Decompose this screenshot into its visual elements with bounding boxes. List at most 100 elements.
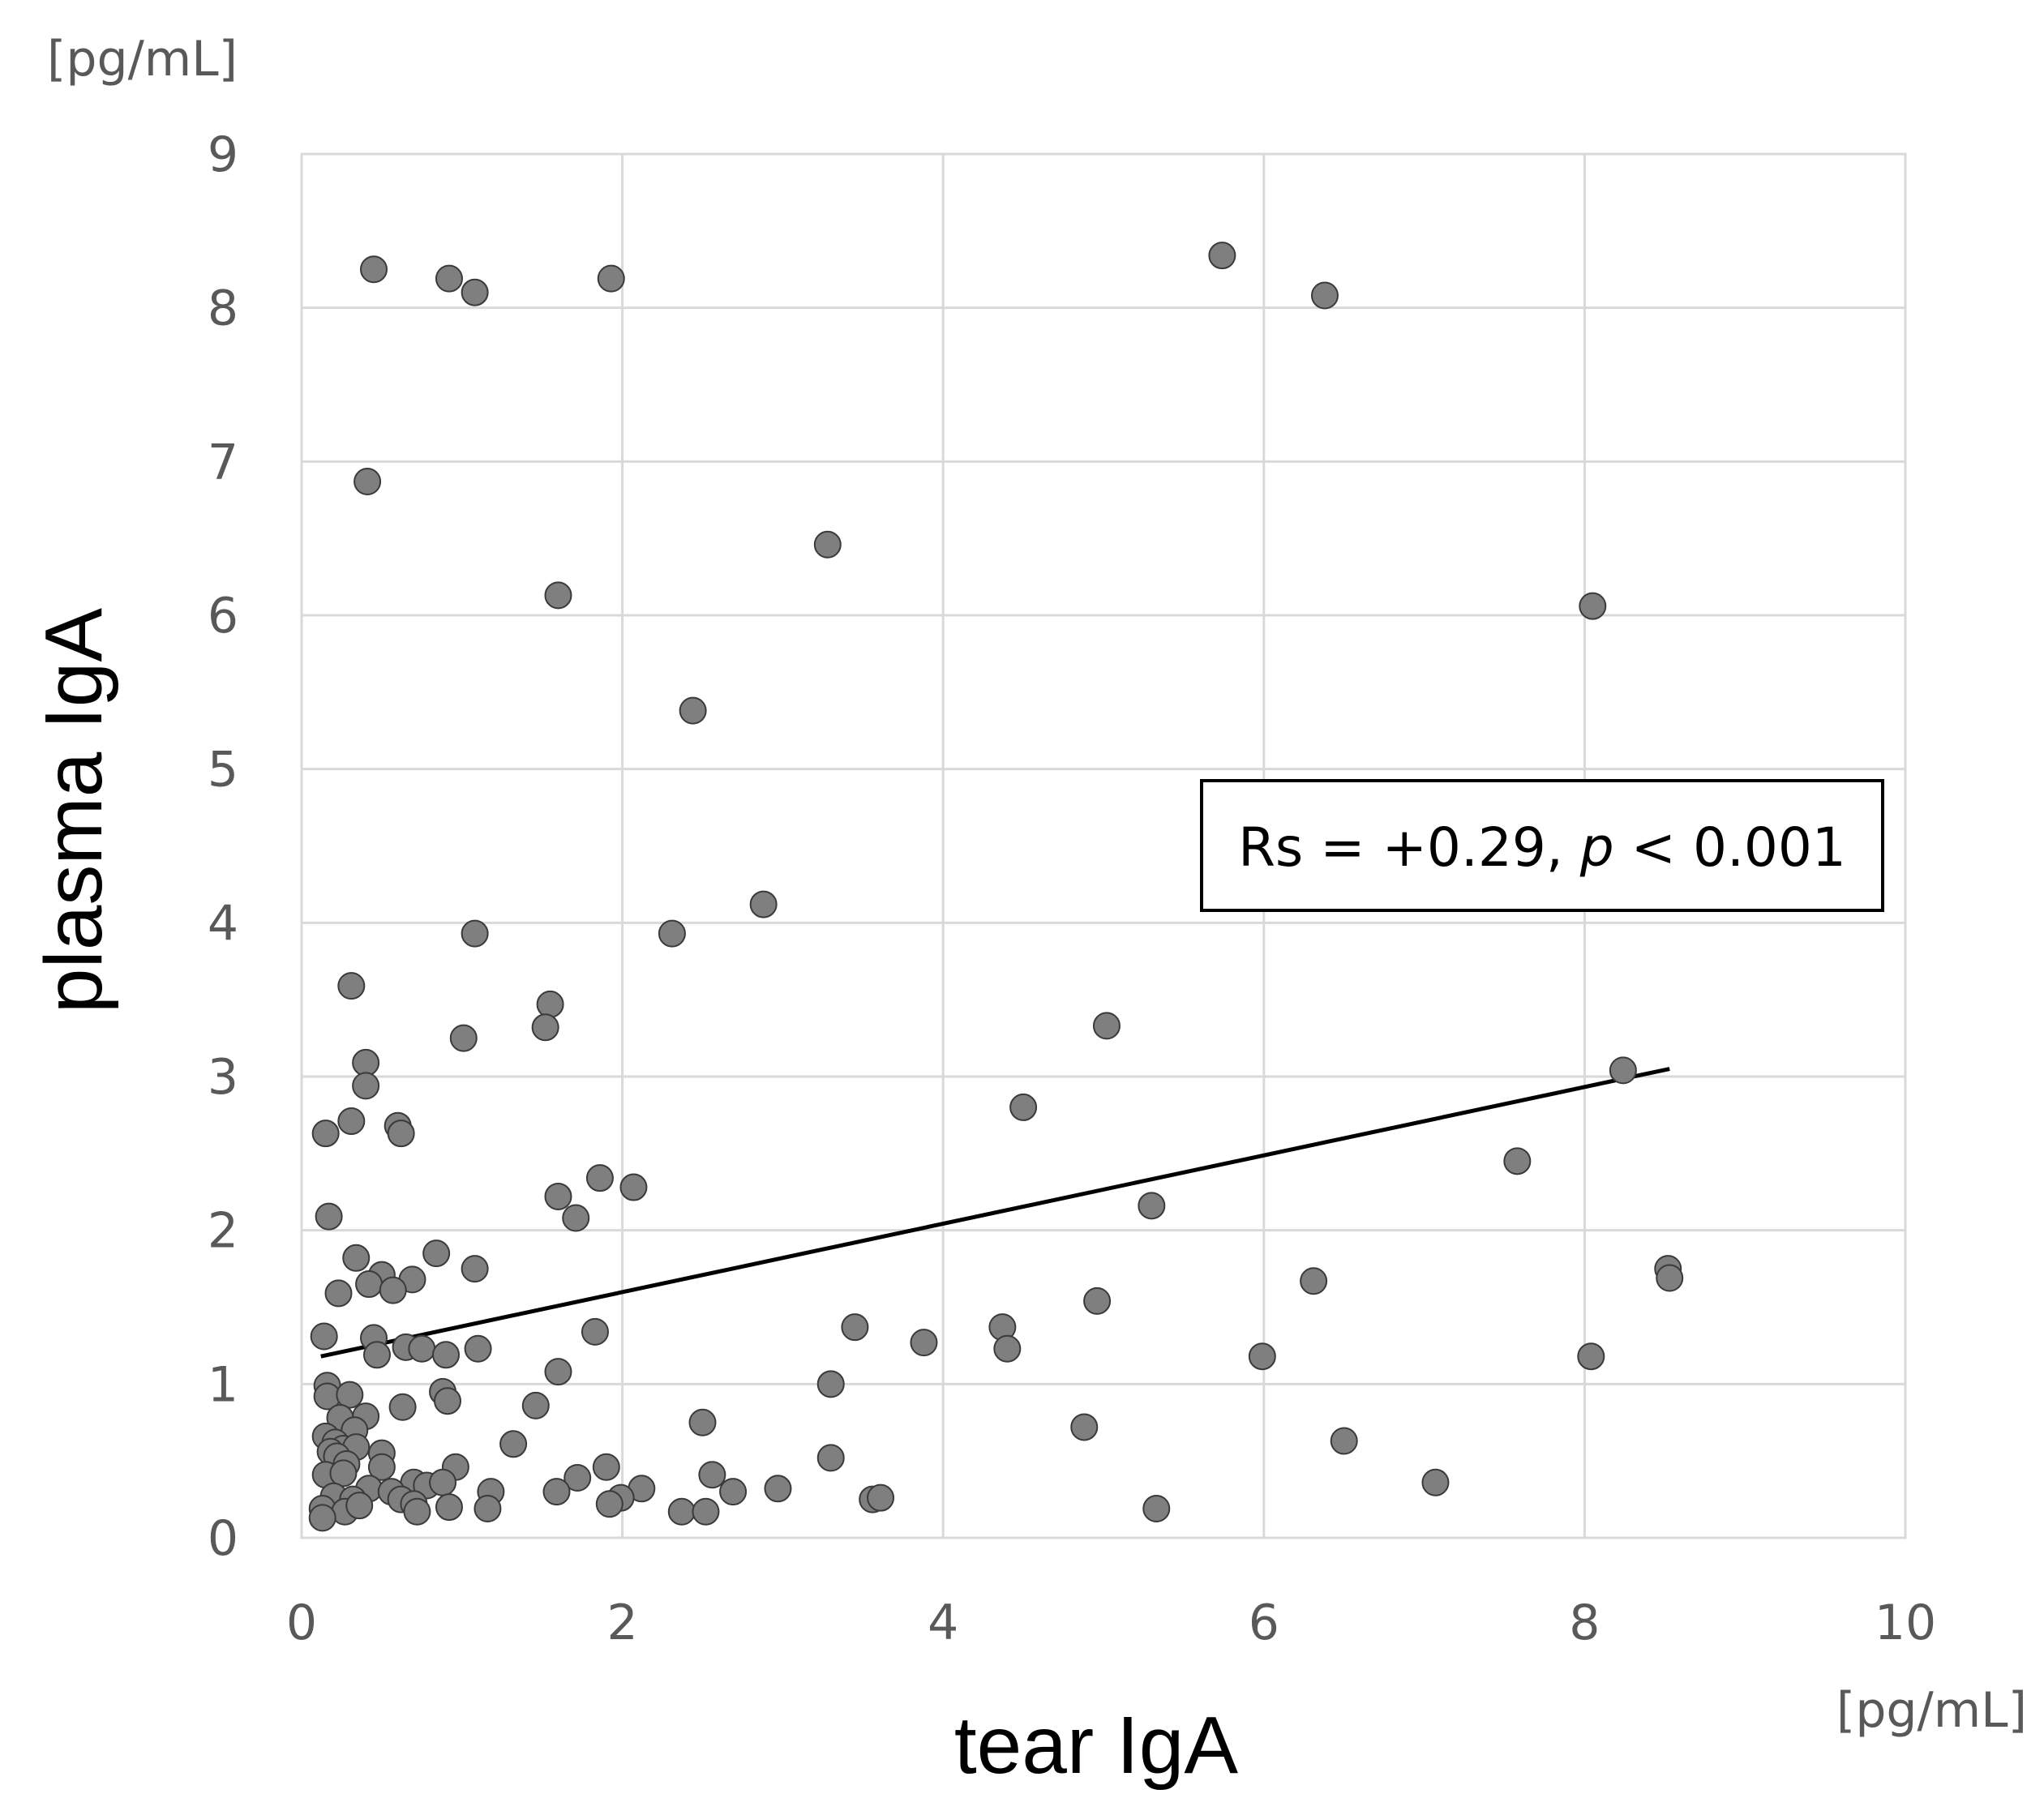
- data-point: [816, 1370, 845, 1398]
- data-point: [910, 1329, 938, 1357]
- data-point: [719, 1478, 748, 1506]
- data-point: [1310, 281, 1339, 310]
- data-point: [355, 1270, 384, 1299]
- data-point: [595, 1490, 623, 1518]
- y-tick-label: 9: [208, 126, 238, 183]
- y-tick-label: 7: [208, 434, 238, 490]
- annotation-suffix: < 0.001: [1614, 816, 1846, 879]
- data-point: [542, 1478, 571, 1506]
- x-tick-label: 2: [607, 1595, 638, 1651]
- data-point: [388, 1393, 417, 1421]
- data-point: [816, 1444, 845, 1472]
- data-point: [435, 1493, 463, 1522]
- data-point: [563, 1464, 592, 1492]
- data-point: [352, 1048, 380, 1077]
- data-point: [749, 890, 778, 918]
- data-point: [362, 1341, 391, 1369]
- data-point: [422, 1239, 451, 1268]
- y-tick-label: 6: [208, 588, 238, 644]
- data-point: [544, 1358, 572, 1386]
- annotation-p-symbol: p: [1579, 816, 1614, 879]
- y-axis-unit: [pg/mL]: [47, 31, 238, 88]
- data-point: [1656, 1264, 1684, 1292]
- data-point: [1421, 1468, 1450, 1496]
- data-point: [342, 1244, 371, 1272]
- data-point: [311, 1120, 340, 1148]
- data-point: [688, 1408, 717, 1436]
- y-tick-label: 4: [208, 895, 238, 952]
- data-point: [345, 1492, 374, 1520]
- y-axis-ticks: 0 1 2 3 4 5 6 7 8 9: [208, 126, 238, 1567]
- data-point: [435, 264, 463, 293]
- data-point: [408, 1334, 436, 1363]
- data-point: [1142, 1494, 1171, 1522]
- x-tick-label: 6: [1249, 1595, 1279, 1651]
- data-point: [461, 1255, 489, 1283]
- data-point: [461, 919, 489, 948]
- data-point: [352, 1072, 380, 1100]
- annotation-prefix: Rs = +0.29,: [1238, 816, 1580, 879]
- data-point: [464, 1334, 492, 1363]
- data-point: [544, 1182, 572, 1210]
- y-tick-label: 5: [208, 742, 238, 798]
- data-point: [449, 1024, 478, 1052]
- data-point: [1609, 1056, 1637, 1085]
- x-axis-ticks: 0 2 4 6 8 10: [286, 1595, 1936, 1651]
- data-point: [592, 1453, 620, 1481]
- data-point: [658, 919, 686, 948]
- y-tick-label: 2: [208, 1203, 238, 1260]
- data-point: [544, 581, 572, 610]
- data-point: [585, 1164, 614, 1192]
- data-point: [619, 1173, 648, 1201]
- data-point: [1248, 1342, 1276, 1371]
- data-point: [461, 278, 489, 306]
- data-point: [432, 1341, 461, 1369]
- data-point: [308, 1504, 336, 1532]
- trendline: [320, 1067, 1670, 1359]
- data-point: [841, 1313, 869, 1342]
- data-point: [324, 1279, 353, 1308]
- data-point: [531, 1013, 559, 1042]
- annotation-text: Rs = +0.29, p < 0.001: [1238, 816, 1846, 879]
- data-point: [764, 1475, 792, 1503]
- data-point: [1070, 1413, 1099, 1441]
- data-point: [597, 264, 625, 293]
- data-point: [1009, 1093, 1038, 1121]
- data-point: [337, 972, 366, 1000]
- data-point: [667, 1497, 696, 1526]
- data-point: [1503, 1147, 1532, 1175]
- data-point: [337, 1107, 366, 1136]
- data-point: [692, 1497, 720, 1526]
- y-axis-title: plasma IgA: [28, 608, 119, 1014]
- y-tick-label: 1: [208, 1356, 238, 1413]
- data-point: [429, 1468, 457, 1496]
- x-tick-label: 0: [286, 1595, 317, 1651]
- x-tick-label: 4: [928, 1595, 958, 1651]
- y-tick-label: 0: [208, 1510, 238, 1567]
- data-point: [581, 1317, 609, 1346]
- data-point: [1330, 1427, 1358, 1455]
- data-point: [698, 1461, 726, 1489]
- x-tick-label: 8: [1569, 1595, 1600, 1651]
- data-point: [387, 1120, 415, 1148]
- data-point: [1577, 1342, 1605, 1371]
- data-point: [315, 1202, 343, 1231]
- data-point: [813, 530, 842, 559]
- y-tick-label: 8: [208, 280, 238, 337]
- data-point: [1208, 242, 1236, 270]
- data-point: [310, 1322, 338, 1351]
- data-point: [1300, 1267, 1328, 1295]
- data-point: [379, 1276, 407, 1304]
- data-point: [679, 696, 707, 725]
- data-point: [536, 990, 564, 1018]
- data-point: [474, 1494, 502, 1522]
- data-point: [562, 1204, 590, 1232]
- data-point: [367, 1453, 396, 1481]
- data-point: [867, 1483, 895, 1512]
- data-point: [360, 255, 388, 284]
- plot-area-border: [300, 152, 1907, 1539]
- data-point: [499, 1430, 528, 1458]
- y-tick-label: 3: [208, 1049, 238, 1106]
- annotation-box: [1200, 779, 1884, 912]
